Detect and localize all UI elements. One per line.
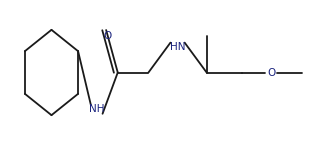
- Text: NH: NH: [89, 105, 105, 115]
- Text: O: O: [267, 68, 275, 77]
- Text: HN: HN: [170, 42, 185, 52]
- Text: O: O: [103, 30, 111, 40]
